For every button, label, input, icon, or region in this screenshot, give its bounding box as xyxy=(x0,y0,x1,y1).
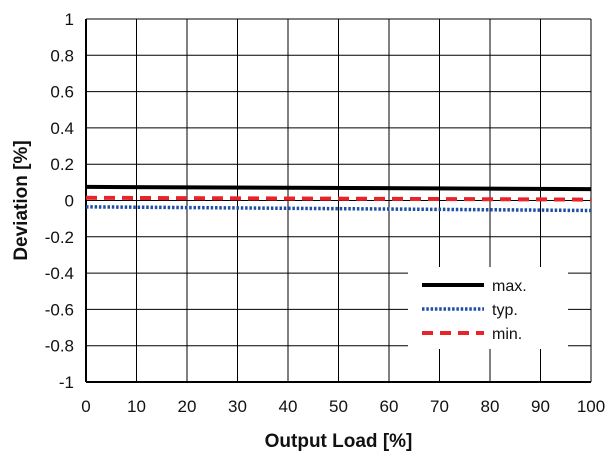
x-tick-label: 80 xyxy=(481,397,500,416)
y-tick-label: -0.2 xyxy=(45,228,74,247)
y-tick-label: 0.4 xyxy=(50,119,74,138)
y-tick-label: 0.8 xyxy=(50,46,74,65)
series-line-min xyxy=(85,195,592,202)
legend-label: min. xyxy=(492,326,522,343)
y-tick-label: -0.4 xyxy=(45,264,74,283)
x-tick-label: 70 xyxy=(430,397,449,416)
x-tick-label: 0 xyxy=(81,397,90,416)
legend-box xyxy=(408,267,568,349)
x-tick-label: 50 xyxy=(329,397,348,416)
series-line-max xyxy=(85,184,592,192)
y-axis-title: Deviation [%] xyxy=(11,140,32,260)
x-tick-label: 60 xyxy=(380,397,399,416)
x-axis-title: Output Load [%] xyxy=(265,431,413,452)
y-tick-label: 1 xyxy=(65,10,74,29)
x-tick-label: 90 xyxy=(531,397,550,416)
y-tick-label: -0.6 xyxy=(45,300,74,319)
y-tick-label: 0 xyxy=(65,192,74,211)
x-tick-label: 40 xyxy=(279,397,298,416)
legend-label: typ. xyxy=(492,302,518,319)
x-tick-label: 30 xyxy=(228,397,247,416)
y-tick-label: 0.6 xyxy=(50,83,74,102)
legend-label: max. xyxy=(492,278,527,295)
x-tick-label: 100 xyxy=(577,397,605,416)
y-tick-label: -1 xyxy=(59,373,74,392)
x-tick-label: 20 xyxy=(178,397,197,416)
y-tick-label: 0.2 xyxy=(50,155,74,174)
series-line-typ xyxy=(85,205,592,213)
x-tick-label: 10 xyxy=(127,397,146,416)
y-tick-label: -0.8 xyxy=(45,337,74,356)
